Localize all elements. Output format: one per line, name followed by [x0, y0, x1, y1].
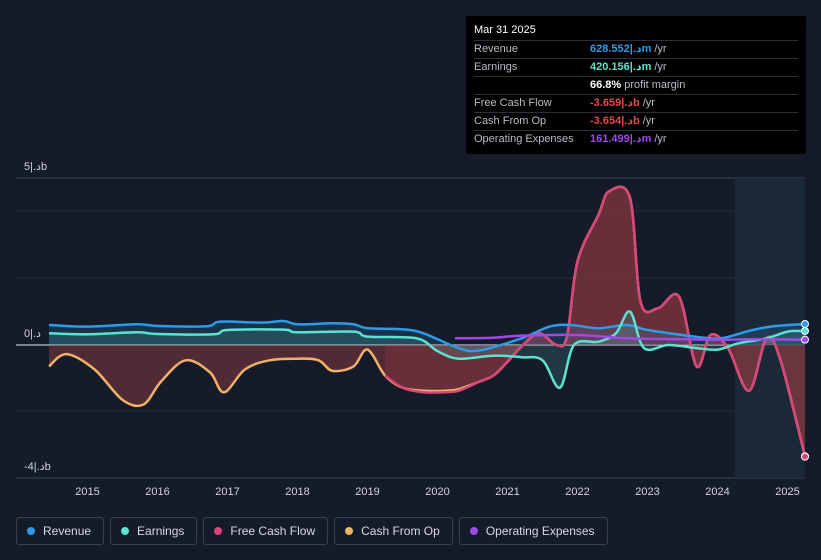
legend-label: Operating Expenses [485, 524, 595, 538]
tooltip-row-unit: /yr [642, 97, 655, 109]
legend-label: Revenue [43, 524, 92, 538]
x-tick-label: 2019 [355, 486, 379, 498]
tooltip-row: Revenue 628.552|.دm/yr [474, 41, 798, 59]
x-tick-label: 2021 [495, 486, 519, 498]
legend-cash-from-op[interactable]: Cash From Op [334, 517, 453, 545]
legend-dot-icon [214, 527, 223, 535]
legend-dot-icon [345, 527, 354, 535]
legend-label: Cash From Op [361, 524, 440, 538]
y-axis-bottom-label: -4|.دb [24, 461, 51, 473]
tooltip-row: Operating Expenses 161.499|.دm/yr [474, 131, 798, 148]
x-tick-label: 2023 [635, 486, 659, 498]
cash-from-op-area [49, 186, 805, 457]
x-tick-label: 2022 [565, 486, 589, 498]
tooltip-row-unit: /yr [654, 43, 667, 55]
operating-expenses-line [454, 333, 806, 341]
operating-expenses-endpoint [801, 335, 809, 344]
free-cash-flow-endpoint [801, 452, 809, 461]
y-axis-zero-label: 0|.د [24, 328, 41, 340]
series-endpoints [801, 319, 809, 461]
legend-operating-expenses[interactable]: Operating Expenses [458, 517, 608, 545]
series-areas [49, 186, 805, 457]
tooltip-row: Cash From Op -3.654|.دb/yr [474, 113, 798, 131]
legend-label: Earnings [137, 524, 185, 538]
legend-dot-icon [27, 527, 35, 535]
x-tick-label: 2017 [215, 486, 239, 498]
x-tick-label: 2015 [75, 486, 99, 498]
tooltip-row-label [474, 77, 590, 94]
legend-dot-icon [121, 527, 130, 535]
x-tick-label: 2020 [425, 486, 449, 498]
grid-lines [16, 177, 805, 479]
legend-dot-icon [469, 527, 478, 535]
tooltip-row-label: Operating Expenses [474, 133, 574, 145]
tooltip-row-label: Earnings [474, 61, 518, 73]
tooltip-rows: Revenue 628.552|.دm/yr Earnings 420.156|.دm… [474, 41, 798, 148]
forecast-region [735, 178, 805, 478]
series-lines [48, 185, 807, 457]
legend-label: Free Cash Flow [230, 524, 316, 538]
tooltip-row-label: Cash From Op [474, 115, 547, 127]
x-tick-label: 2025 [775, 486, 799, 498]
tooltip-row-value: 66.8% [590, 79, 622, 91]
tooltip-row-value: 628.552|.دm [590, 43, 652, 55]
data-tooltip: Mar 31 2025 Revenue 628.552|.دm/yr Earning… [466, 16, 806, 154]
y-axis-top-label: 5|.دb [24, 161, 47, 173]
tooltip-row: Earnings 420.156|.دm/yr [474, 59, 798, 77]
legend-free-cash-flow[interactable]: Free Cash Flow [203, 517, 329, 545]
tooltip-date: Mar 31 2025 [474, 24, 798, 41]
tooltip-row-value: -3.659|.دb [590, 97, 640, 109]
earnings-line [48, 310, 806, 389]
tooltip-row-unit: /yr [654, 61, 667, 73]
free-cash-flow-line [384, 185, 807, 457]
revenue-endpoint [801, 319, 809, 328]
tooltip-row-unit: /yr [654, 133, 667, 145]
free-cash-flow-area [385, 186, 805, 457]
tooltip-row-value: -3.654|.دb [590, 115, 640, 127]
x-tick-label: 2024 [705, 486, 729, 498]
x-axis-ticks: 2015 2016 2017 2018 2019 2020 2021 2022 2023 2024… [75, 486, 799, 498]
legend-earnings[interactable]: Earnings [110, 517, 198, 545]
tooltip-row: 66.8% profit margin [474, 77, 798, 95]
tooltip-row-unit: /yr [642, 115, 655, 127]
chart-legend: Revenue Earnings Free Cash Flow Cash From O… [16, 517, 608, 545]
tooltip-row-unit: profit margin [624, 79, 686, 91]
tooltip-row-label: Revenue [474, 43, 519, 55]
tooltip-row-label: Free Cash Flow [474, 97, 552, 109]
tooltip-row-value: 420.156|.دm [590, 61, 652, 73]
cash-from-op-line [48, 185, 807, 457]
earnings-endpoint [801, 326, 809, 335]
revenue-line [48, 319, 806, 353]
tooltip-row: Free Cash Flow -3.659|.دb/yr [474, 95, 798, 113]
x-tick-label: 2018 [285, 486, 309, 498]
tooltip-row-value: 161.499|.دm [590, 133, 652, 145]
x-tick-label: 2016 [145, 486, 169, 498]
legend-revenue[interactable]: Revenue [16, 517, 105, 545]
